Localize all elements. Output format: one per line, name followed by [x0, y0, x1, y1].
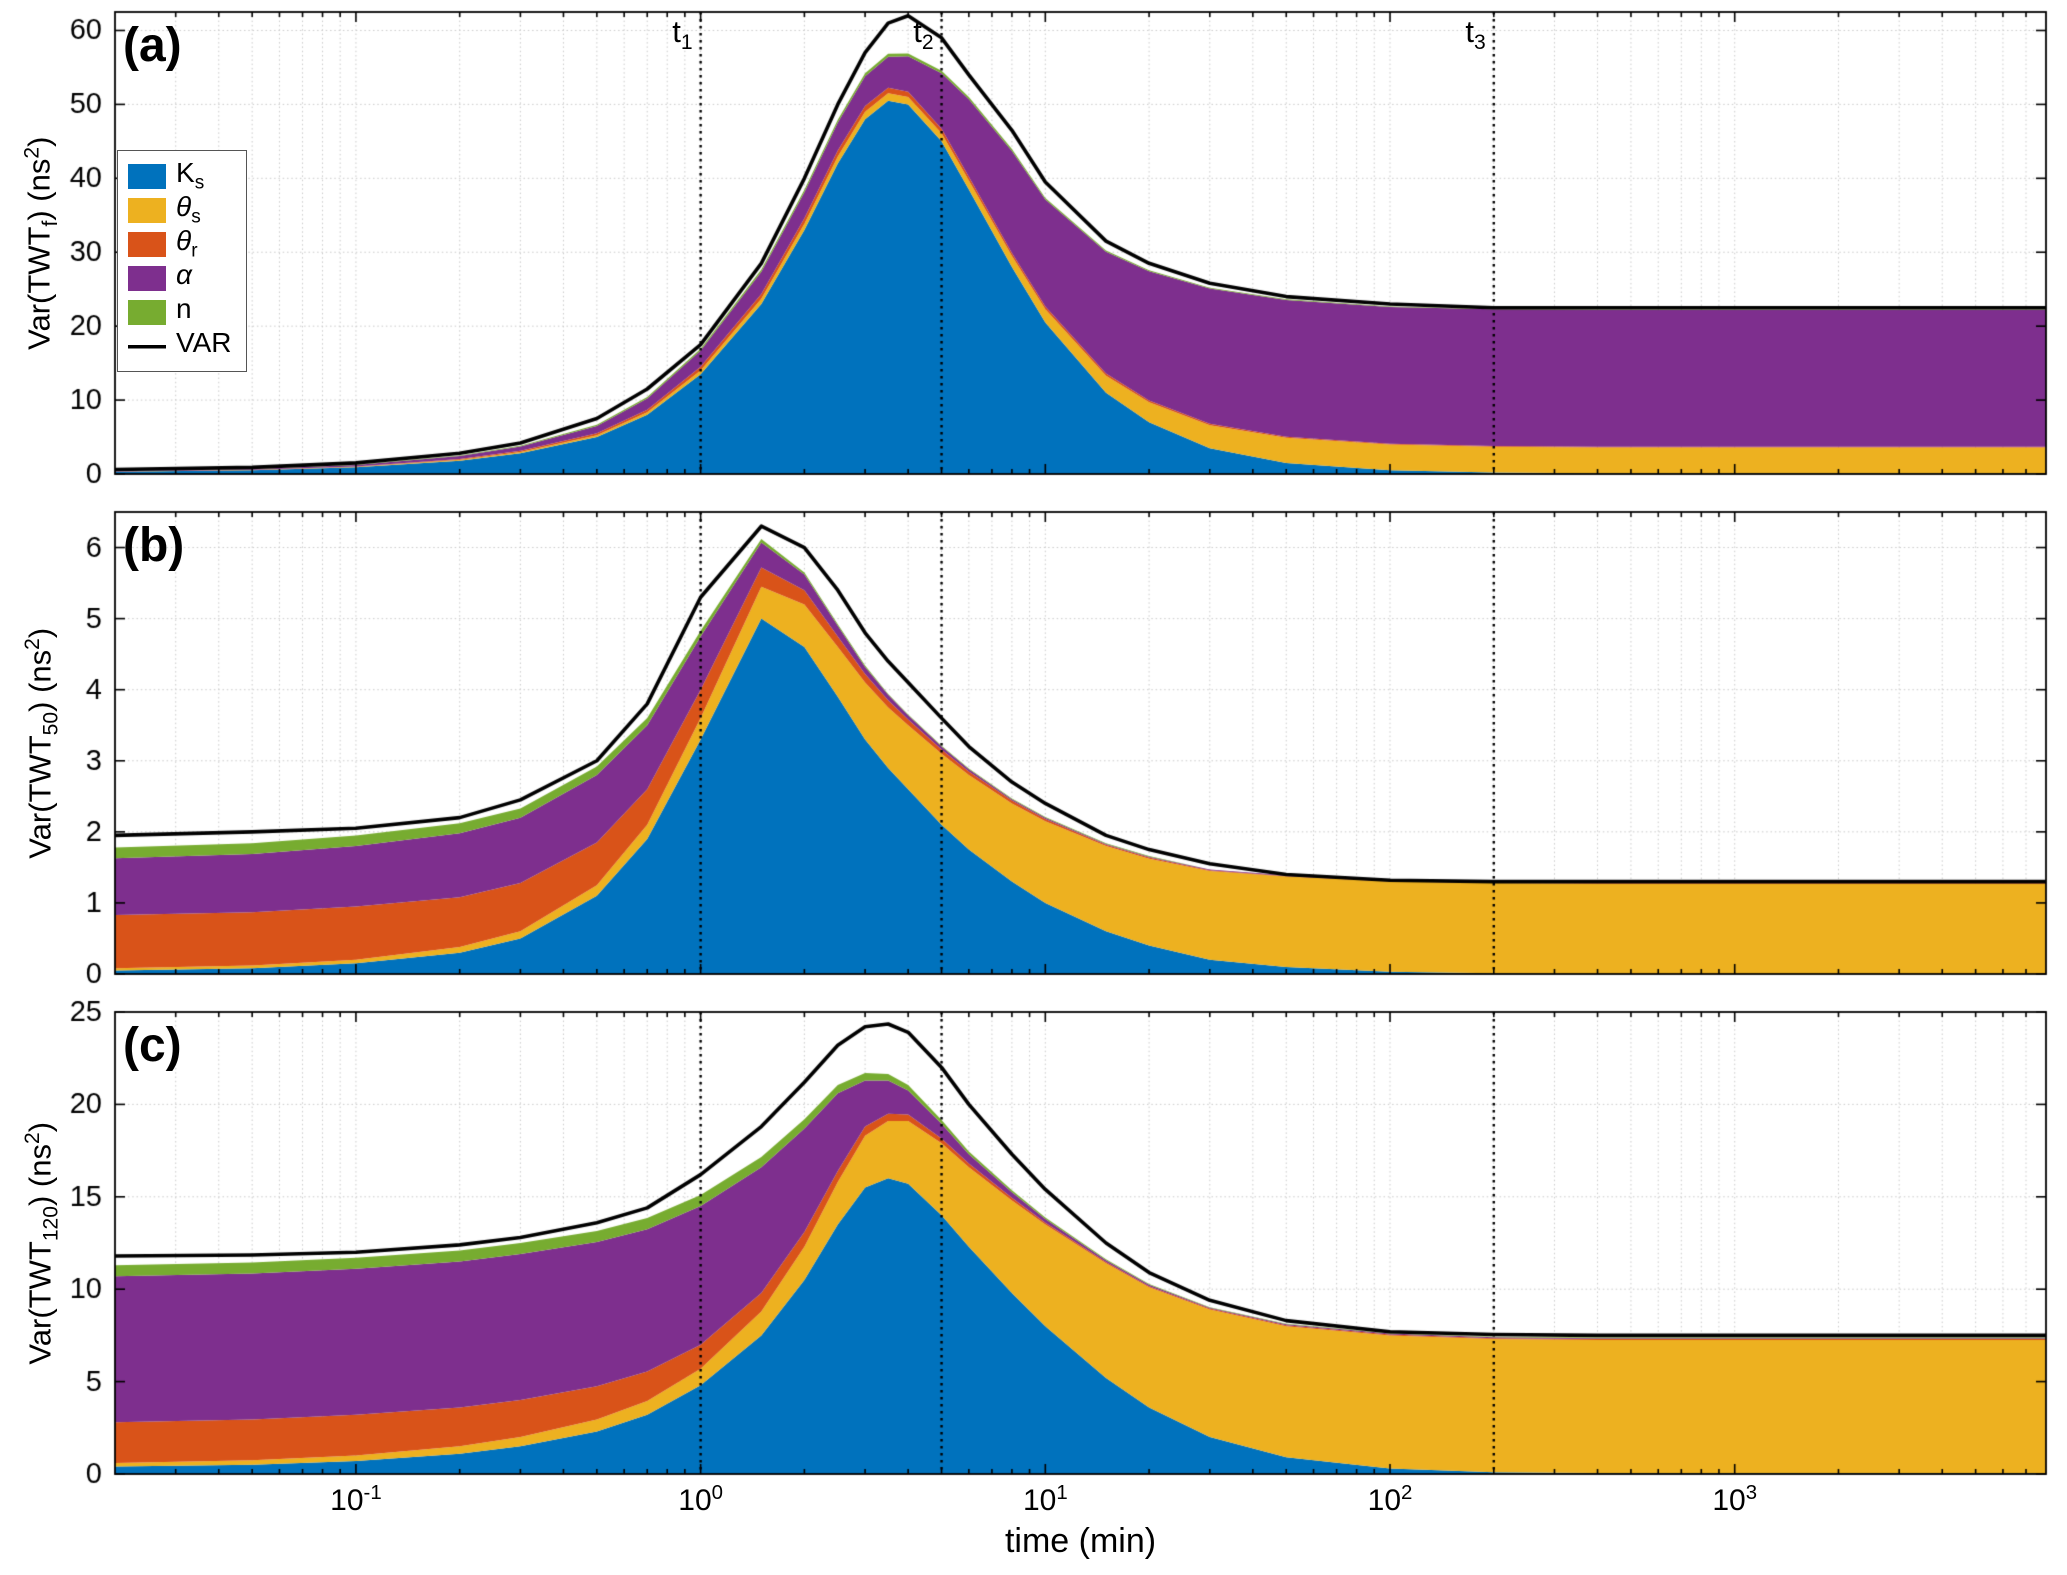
- legend-item-var: VAR: [128, 329, 232, 363]
- legend-item-alpha: α: [128, 261, 232, 295]
- panel-a: Var(TWTf) (ns2) (a): [0, 0, 2067, 496]
- panel-b-chart-canvas: [0, 490, 2067, 996]
- legend-swatch-var-line: [128, 333, 166, 359]
- legend-swatch-theta-r: [128, 231, 166, 257]
- panel-c-chart-canvas: [0, 990, 2067, 1496]
- ylabel-text: ): [22, 136, 58, 147]
- legend: Ks θs θr α n VAR: [117, 150, 247, 372]
- x-tick-label: 100: [678, 1482, 723, 1517]
- panel-c: Var(TWT120) (ns2) (c): [0, 990, 2067, 1496]
- ylabel-text: ) (ns: [22, 158, 58, 221]
- legend-label-var: VAR: [176, 327, 232, 359]
- ylabel-text: Var(TWT: [22, 735, 58, 859]
- legend-swatch-theta-s: [128, 197, 166, 223]
- t-line-label: t1: [672, 14, 693, 55]
- panel-b-ylabel: Var(TWT50) (ns2): [0, 512, 84, 974]
- ylabel-superscript: 2: [20, 637, 44, 650]
- legend-item-theta-r: θr: [128, 227, 232, 261]
- t-line-label: t2: [913, 14, 934, 55]
- legend-item-theta-s: θs: [128, 193, 232, 227]
- legend-swatch-alpha: [128, 265, 166, 291]
- panel-b-letter: (b): [123, 519, 185, 572]
- legend-label-ks: Ks: [176, 157, 205, 194]
- ylabel-text: Var(TWT: [22, 226, 58, 350]
- x-tick-label: 101: [1022, 1482, 1068, 1517]
- ylabel-superscript: 2: [20, 1132, 44, 1144]
- ylabel-text: ) (ns: [22, 649, 58, 712]
- ylabel-text: ): [22, 1121, 58, 1132]
- panel-a-ylabel: Var(TWTf) (ns2): [0, 12, 84, 474]
- x-axis-title: time (min): [1004, 1522, 1157, 1560]
- ylabel-subscript: 120: [39, 1205, 63, 1241]
- legend-swatch-ks: [128, 163, 166, 189]
- panel-c-ylabel: Var(TWT120) (ns2): [0, 1012, 84, 1474]
- legend-item-n: n: [128, 295, 232, 329]
- ylabel-text: ): [22, 627, 58, 638]
- legend-label-n: n: [176, 293, 192, 325]
- panel-a-letter: (a): [123, 19, 182, 72]
- ylabel-subscript: 50: [39, 711, 63, 736]
- x-tick-label: 103: [1712, 1482, 1758, 1517]
- panel-c-letter: (c): [123, 1019, 182, 1072]
- t-line-label: t3: [1465, 14, 1486, 55]
- x-tick-label: 10-1: [330, 1482, 382, 1517]
- x-tick-label: 102: [1367, 1482, 1413, 1517]
- legend-swatch-n: [128, 299, 166, 325]
- ylabel-text: ) (ns: [22, 1143, 58, 1206]
- ylabel-text: Var(TWT: [22, 1240, 58, 1365]
- panel-b: Var(TWT50) (ns2) (b): [0, 490, 2067, 996]
- legend-item-ks: Ks: [128, 159, 232, 193]
- legend-label-theta-s: θs: [176, 191, 201, 228]
- ylabel-superscript: 2: [20, 146, 44, 159]
- panel-a-chart-canvas: [0, 0, 2067, 496]
- legend-label-alpha: α: [176, 259, 192, 291]
- legend-label-theta-r: θr: [176, 225, 198, 262]
- ylabel-subscript: f: [39, 220, 63, 227]
